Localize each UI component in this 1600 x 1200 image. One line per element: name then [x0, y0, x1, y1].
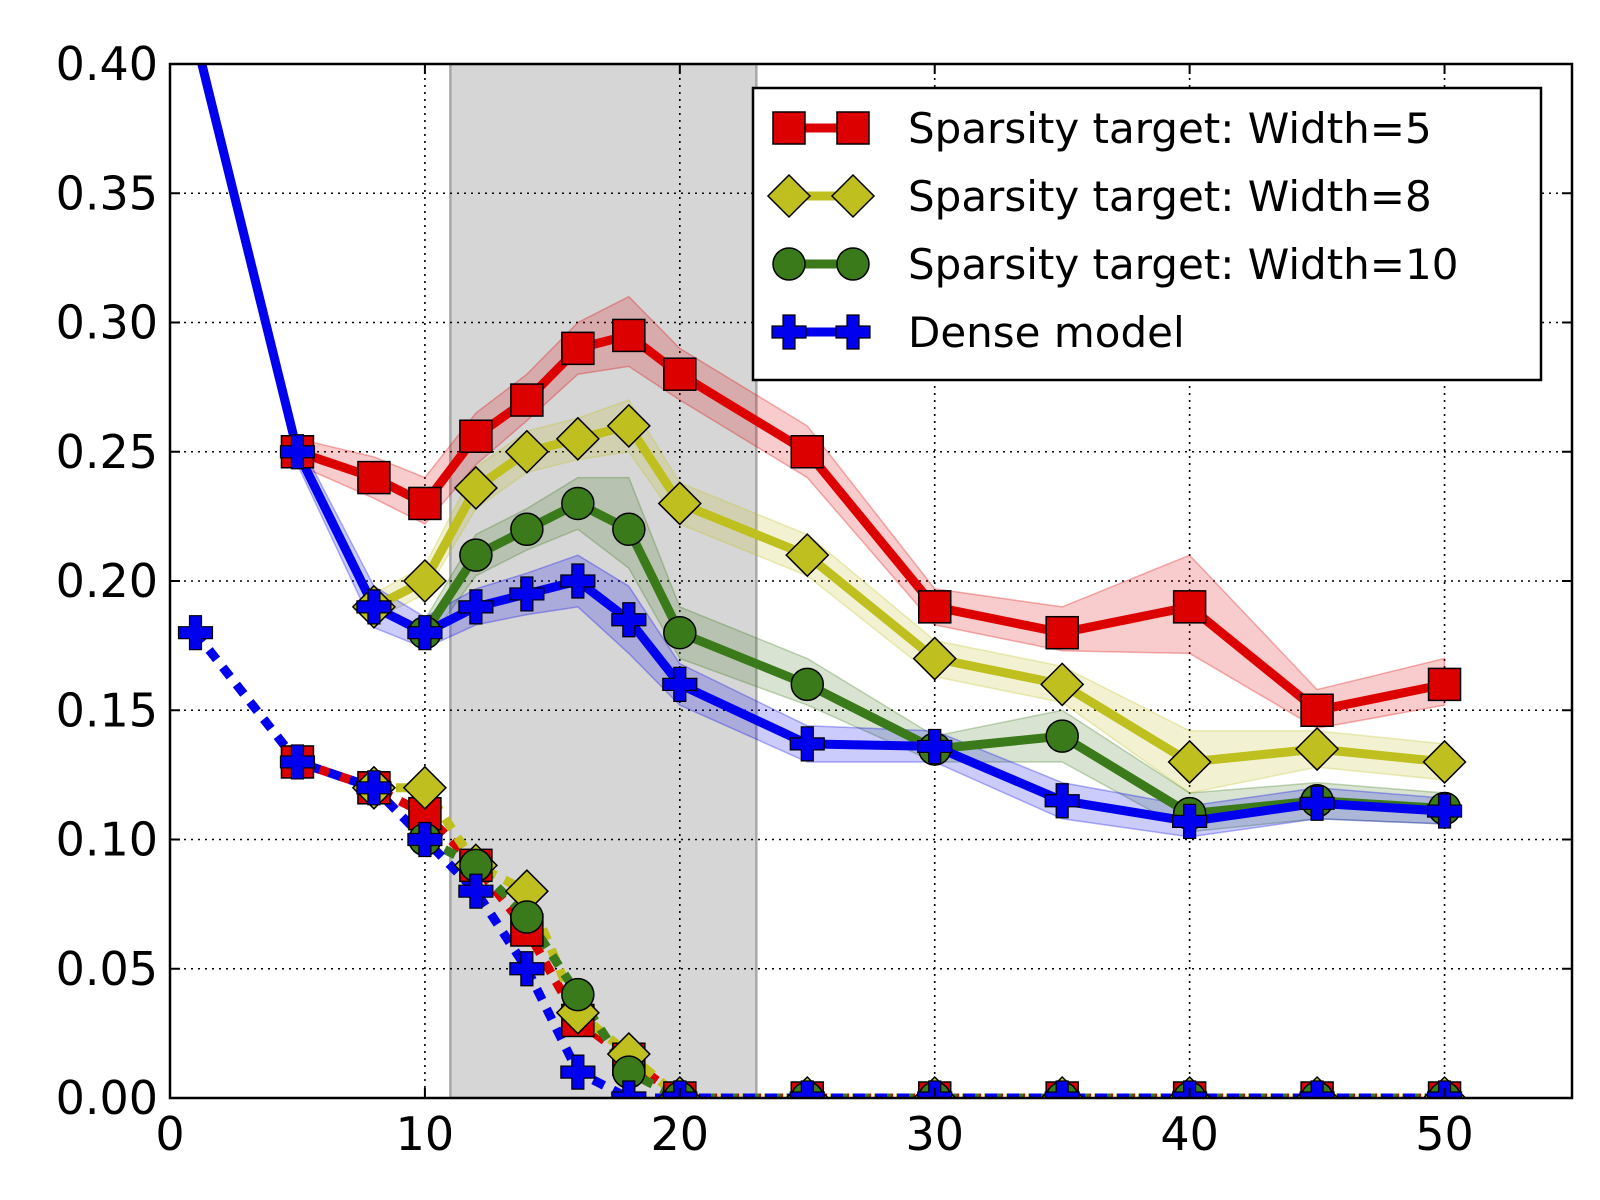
series-4-dashed-point [177, 615, 214, 651]
legend-label: Sparsity target: Width=10 [908, 240, 1458, 289]
series-4-solid-point [509, 576, 545, 612]
series-3-solid-point [790, 667, 825, 702]
series-3-dashed-point [510, 900, 544, 934]
y-tick-label: 0.25 [56, 425, 158, 479]
series-2-solid-point [1167, 739, 1212, 785]
series-1-solid-point [459, 419, 493, 453]
series-4-solid-point [611, 602, 647, 638]
y-tick-label: 0.40 [56, 37, 158, 91]
series-4-dashed-point [509, 951, 545, 987]
series-3-solid-point [459, 538, 493, 572]
y-tick-label: 0.30 [56, 296, 158, 350]
series-3-solid-point [510, 512, 544, 547]
y-tick-label: 0.10 [56, 813, 158, 867]
series-1-solid-point [357, 460, 391, 495]
x-tick-label: 20 [651, 1107, 710, 1161]
series-4-dashed-point [407, 821, 443, 858]
legend-label: Sparsity target: Width=8 [908, 172, 1432, 221]
series-4-solid-point [560, 563, 596, 599]
legend-marker [830, 173, 876, 219]
legend-label: Dense model [908, 308, 1185, 357]
series-1-dashed-line [296, 757, 1445, 1098]
series-4-solid-point [1426, 793, 1463, 829]
series-2-solid-point [504, 429, 549, 474]
y-tick-label: 0.35 [56, 166, 158, 220]
x-tick-label: 30 [905, 1107, 964, 1161]
legend-label: Sparsity target: Width=5 [908, 104, 1432, 153]
series-4-dashed-point [1299, 1080, 1335, 1098]
series-2-solid-point [1040, 662, 1085, 707]
legend-marker [771, 314, 807, 350]
series-4-solid-point [458, 589, 494, 625]
series-4-dashed-point [279, 744, 316, 780]
series-4-solid-point [407, 615, 443, 651]
x-tick-label: 50 [1415, 1107, 1474, 1161]
y-tick-label: 0.00 [56, 1071, 158, 1125]
series-1-solid-point [612, 318, 646, 353]
legend-marker [772, 111, 806, 145]
series-1-solid-point [561, 331, 595, 366]
series-1-band [296, 295, 1446, 730]
legend-marker [836, 111, 870, 145]
series-3-solid-point [561, 486, 595, 521]
series-3-solid-point [1045, 719, 1079, 753]
y-tick-label: 0.05 [56, 942, 158, 996]
series-1-solid-point [1045, 615, 1079, 650]
series-4-dashed-point [1044, 1080, 1080, 1098]
series-4-dashed-point [356, 770, 392, 806]
series-4-solid-point [662, 666, 698, 703]
series-4-solid-point [279, 434, 316, 470]
series-1-solid-point [1427, 667, 1462, 702]
legend-marker [766, 173, 812, 219]
series-4-solid-point [917, 728, 953, 765]
series-4-solid-point [1044, 783, 1080, 819]
series-1-solid-point [917, 590, 952, 624]
series-1-solid-point [1300, 693, 1334, 727]
series-2-solid-point [606, 403, 651, 448]
y-tick-label: 0.20 [56, 554, 158, 608]
series-1-solid-point [510, 383, 544, 417]
series-2-solid-point [1295, 726, 1340, 772]
shaded-region-layer [449, 64, 758, 1098]
series-4-dashed-point [458, 873, 494, 909]
series-4-dashed-point [789, 1080, 825, 1098]
x-tick-label: 0 [155, 1107, 184, 1161]
series-2-solid-point [785, 533, 830, 578]
legend: Sparsity target: Width=5 Sparsity target:… [751, 86, 1543, 382]
axes-layer: 0 10 20 30 40 50 0.00 0.05 0.10 0.15 0.20 0.25 0.30 0… [56, 37, 1572, 1161]
x-tick-label: 40 [1160, 1107, 1219, 1161]
series-4-dashed-point [611, 1080, 647, 1098]
legend-marker [836, 247, 870, 281]
series-2-solid-point [555, 416, 600, 461]
series-4-dashed-line [191, 629, 1445, 1098]
series-1-solid-point [663, 357, 697, 391]
series-2-solid-point [402, 558, 447, 604]
series-4-solid-point [1172, 803, 1208, 840]
series-3-dashed-point [561, 977, 595, 1012]
series-3-solid-point [612, 512, 646, 547]
markers-layer [177, 318, 1467, 1098]
series-1-solid-point [790, 435, 825, 469]
series-4-solid-point [356, 589, 392, 625]
series-2-solid-point [1422, 739, 1467, 785]
legend-marker [835, 314, 871, 350]
series-4-dashed-point [560, 1054, 596, 1090]
legend-box [751, 86, 1543, 382]
series-2-solid-point [657, 481, 702, 526]
shaded-region [449, 64, 758, 1098]
y-tick-label: 0.15 [56, 683, 158, 737]
series-3-solid-point [663, 615, 697, 650]
series-2-solid-point [912, 636, 957, 681]
series-4-solid-point [789, 726, 825, 762]
series-1-solid-point [408, 486, 442, 521]
x-tick-label: 10 [396, 1107, 455, 1161]
legend-marker [772, 247, 806, 281]
series-2-dashed-point [402, 765, 447, 810]
series-1-solid-point [1172, 590, 1207, 624]
series-4-solid-point [1299, 785, 1335, 821]
series-2-solid-point [453, 465, 498, 511]
